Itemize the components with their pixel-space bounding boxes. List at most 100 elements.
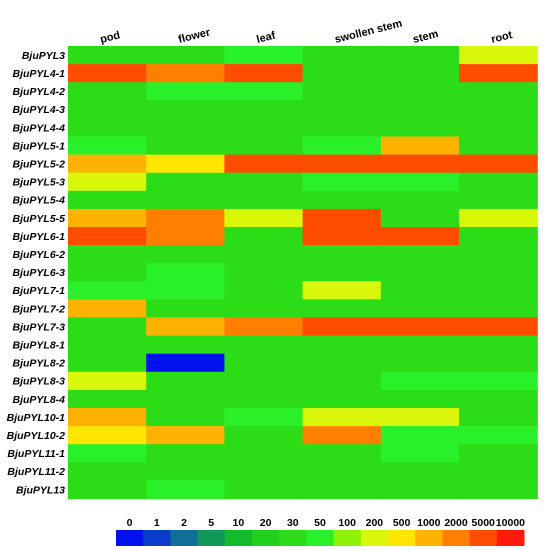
legend-tick-label: 10000 xyxy=(496,517,525,529)
legend-swatch xyxy=(333,530,362,546)
color-legend: 0 1 2 5 10 20 30 50 100 200 500 1000 2000 5000 10000 xyxy=(116,517,525,546)
heatmap-cell xyxy=(459,100,538,119)
heatmap-cell xyxy=(302,335,382,355)
heatmap-cell xyxy=(459,64,538,83)
heatmap-cell xyxy=(146,426,225,445)
heatmap-cell xyxy=(224,426,304,445)
heatmap-cell xyxy=(459,118,538,138)
row-label: BjuPYL4-1 xyxy=(12,68,65,80)
heatmap-cell xyxy=(68,100,147,119)
heatmap-cell xyxy=(224,353,304,373)
heatmap-cell xyxy=(68,208,147,228)
heatmap-cell xyxy=(302,172,382,192)
heatmap-cell xyxy=(380,335,460,355)
heatmap-cell xyxy=(146,172,225,192)
legend-swatch xyxy=(252,530,280,546)
legend-tick-label: 0 xyxy=(127,517,133,529)
heatmap-cell xyxy=(68,82,147,101)
legend-swatch xyxy=(279,530,307,546)
heatmap-cell xyxy=(68,245,147,264)
heatmap-cell xyxy=(380,118,460,138)
heatmap-cell xyxy=(68,317,147,337)
legend-swatch xyxy=(442,530,471,546)
heatmap-cell xyxy=(68,227,147,246)
heatmap-cell xyxy=(224,299,304,319)
heatmap-cell xyxy=(68,353,147,373)
heatmap-cell xyxy=(224,389,304,409)
heatmap-cell xyxy=(380,136,460,156)
legend-swatch xyxy=(170,530,199,546)
legend-swatch xyxy=(415,530,443,546)
heatmap-cell xyxy=(224,100,304,119)
heatmap-cell xyxy=(146,389,225,409)
heatmap-cell xyxy=(459,353,538,373)
legend-swatches xyxy=(116,530,525,546)
heatmap-cell xyxy=(68,444,147,463)
heatmap-cell xyxy=(459,480,538,500)
heatmap-cell xyxy=(380,263,460,282)
heatmap-cell xyxy=(459,172,538,192)
heatmap-cell xyxy=(302,281,382,300)
heatmap-cell xyxy=(224,444,304,463)
row-label: BjuPYL10-1 xyxy=(7,412,66,424)
heatmap-cell xyxy=(224,263,304,282)
legend-tick-label: 200 xyxy=(366,517,384,529)
heatmap-cell xyxy=(146,462,225,481)
row-label: BjuPYL5-1 xyxy=(12,140,65,152)
heatmap-cells xyxy=(68,46,538,500)
heatmap-cell xyxy=(380,408,460,427)
heatmap-cell xyxy=(459,208,538,228)
row-label: BjuPYL8-1 xyxy=(12,340,65,352)
heatmap-cell xyxy=(68,118,147,138)
heatmap-cell xyxy=(302,462,382,481)
heatmap-cell xyxy=(459,136,538,156)
heatmap-cell xyxy=(146,299,225,319)
legend-swatch xyxy=(388,530,416,546)
heatmap-cell xyxy=(146,317,225,337)
heatmap-cell xyxy=(459,335,538,355)
heatmap-cell xyxy=(146,136,225,156)
heatmap-cell xyxy=(146,245,225,264)
row-labels: BjuPYL3 BjuPYL4-1 BjuPYL4-2 BjuPYL4-3 BjuPYL… xyxy=(7,50,66,496)
heatmap-cell xyxy=(146,353,225,373)
legend-swatch xyxy=(197,530,226,546)
heatmap-cell xyxy=(459,245,538,264)
column-label: flower xyxy=(177,26,212,46)
heatmap-cell xyxy=(302,100,382,119)
heatmap-cell xyxy=(302,480,382,500)
row-label: BjuPYL7-2 xyxy=(12,303,65,315)
heatmap-cell xyxy=(459,462,538,481)
legend-tick-label: 10 xyxy=(233,517,245,529)
heatmap-cell xyxy=(224,154,304,174)
column-label: leaf xyxy=(255,30,277,46)
legend-tick-label: 2000 xyxy=(444,517,468,529)
legend-tick-label: 1000 xyxy=(417,517,441,529)
heatmap-cell xyxy=(380,426,460,445)
heatmap-cell xyxy=(224,371,304,391)
heatmap-cell xyxy=(224,190,304,210)
heatmap-cell xyxy=(302,208,382,228)
heatmap-cell xyxy=(146,82,225,101)
heatmap-cell xyxy=(459,444,538,463)
row-label: BjuPYL6-1 xyxy=(12,231,65,243)
heatmap-cell xyxy=(302,371,382,391)
heatmap-cell xyxy=(380,100,460,119)
heatmap-cell xyxy=(302,245,382,264)
row-label: BjuPYL6-2 xyxy=(12,249,65,261)
heatmap-cell xyxy=(380,64,460,83)
heatmap-cell xyxy=(68,172,147,192)
heatmap-cell xyxy=(224,281,304,300)
column-label: root xyxy=(490,29,514,46)
heatmap-cell xyxy=(224,46,304,65)
heatmap-cell xyxy=(302,389,382,409)
row-label: BjuPYL6-3 xyxy=(12,267,65,279)
heatmap-cell xyxy=(68,46,147,65)
legend-tick-label: 5 xyxy=(208,517,214,529)
heatmap-cell xyxy=(146,480,225,500)
heatmap-cell xyxy=(224,118,304,138)
heatmap-cell xyxy=(302,353,382,373)
heatmap-cell xyxy=(459,317,538,337)
heatmap-cell xyxy=(224,82,304,101)
row-label: BjuPYL5-5 xyxy=(12,213,65,225)
